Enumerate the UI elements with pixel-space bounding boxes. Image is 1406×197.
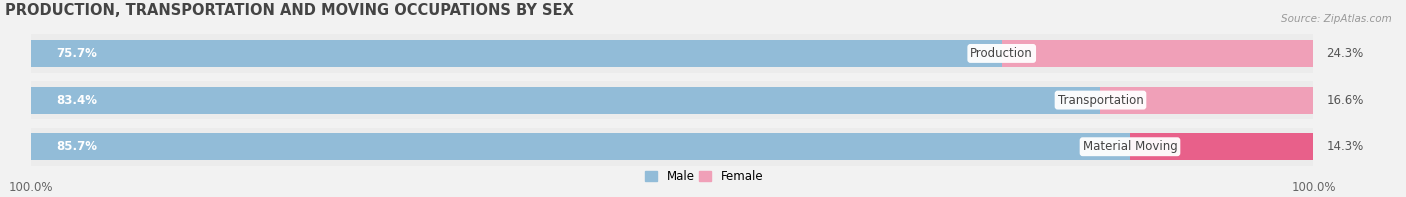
Text: 14.3%: 14.3% — [1326, 140, 1364, 153]
Text: 83.4%: 83.4% — [56, 94, 97, 107]
Bar — [31, 86, 1101, 114]
Legend: Male, Female: Male, Female — [645, 170, 763, 183]
Bar — [31, 34, 1313, 72]
Bar — [31, 128, 1313, 166]
Bar — [1130, 133, 1313, 160]
Text: 16.6%: 16.6% — [1326, 94, 1364, 107]
Bar — [1101, 86, 1313, 114]
Bar — [31, 81, 1313, 119]
Text: 24.3%: 24.3% — [1326, 47, 1364, 60]
Bar — [31, 40, 1001, 67]
Bar — [1001, 40, 1313, 67]
Text: 75.7%: 75.7% — [56, 47, 97, 60]
Bar — [31, 133, 1130, 160]
Text: Production: Production — [970, 47, 1033, 60]
Text: Material Moving: Material Moving — [1083, 140, 1177, 153]
Text: Transportation: Transportation — [1057, 94, 1143, 107]
Text: PRODUCTION, TRANSPORTATION AND MOVING OCCUPATIONS BY SEX: PRODUCTION, TRANSPORTATION AND MOVING OC… — [6, 3, 574, 18]
Text: Source: ZipAtlas.com: Source: ZipAtlas.com — [1281, 14, 1392, 24]
Text: 85.7%: 85.7% — [56, 140, 97, 153]
